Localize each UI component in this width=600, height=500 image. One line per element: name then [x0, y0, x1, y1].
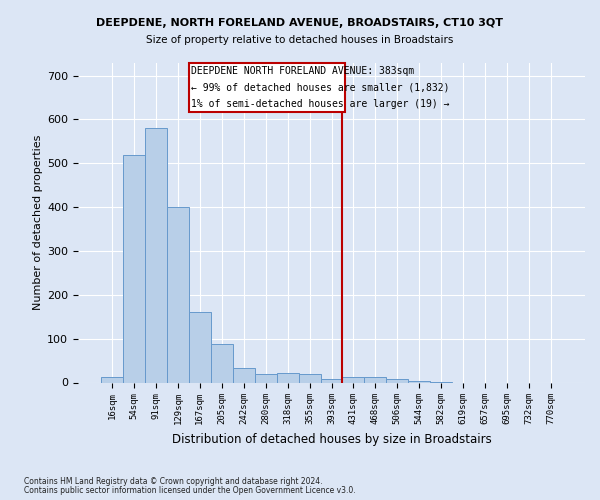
Bar	[211, 344, 233, 383]
Y-axis label: Number of detached properties: Number of detached properties	[33, 135, 43, 310]
Bar	[233, 368, 254, 382]
Bar	[320, 379, 343, 382]
Bar	[189, 312, 211, 382]
Text: Contains HM Land Registry data © Crown copyright and database right 2024.: Contains HM Land Registry data © Crown c…	[24, 477, 323, 486]
FancyBboxPatch shape	[189, 62, 344, 112]
Bar	[167, 207, 189, 382]
Text: Contains public sector information licensed under the Open Government Licence v3: Contains public sector information licen…	[24, 486, 356, 495]
Text: DEEPDENE, NORTH FORELAND AVENUE, BROADSTAIRS, CT10 3QT: DEEPDENE, NORTH FORELAND AVENUE, BROADST…	[97, 18, 503, 28]
Bar	[299, 374, 320, 382]
Bar	[343, 377, 364, 382]
Text: DEEPDENE NORTH FORELAND AVENUE: 383sqm: DEEPDENE NORTH FORELAND AVENUE: 383sqm	[191, 66, 415, 76]
X-axis label: Distribution of detached houses by size in Broadstairs: Distribution of detached houses by size …	[172, 433, 491, 446]
Bar	[254, 374, 277, 382]
Text: 1% of semi-detached houses are larger (19) →: 1% of semi-detached houses are larger (1…	[191, 98, 450, 108]
Bar	[386, 379, 409, 382]
Bar	[101, 377, 123, 382]
Text: ← 99% of detached houses are smaller (1,832): ← 99% of detached houses are smaller (1,…	[191, 82, 450, 92]
Bar	[277, 373, 299, 382]
Text: Size of property relative to detached houses in Broadstairs: Size of property relative to detached ho…	[146, 35, 454, 45]
Bar	[145, 128, 167, 382]
Bar	[409, 381, 430, 382]
Bar	[364, 377, 386, 382]
Bar	[123, 154, 145, 382]
